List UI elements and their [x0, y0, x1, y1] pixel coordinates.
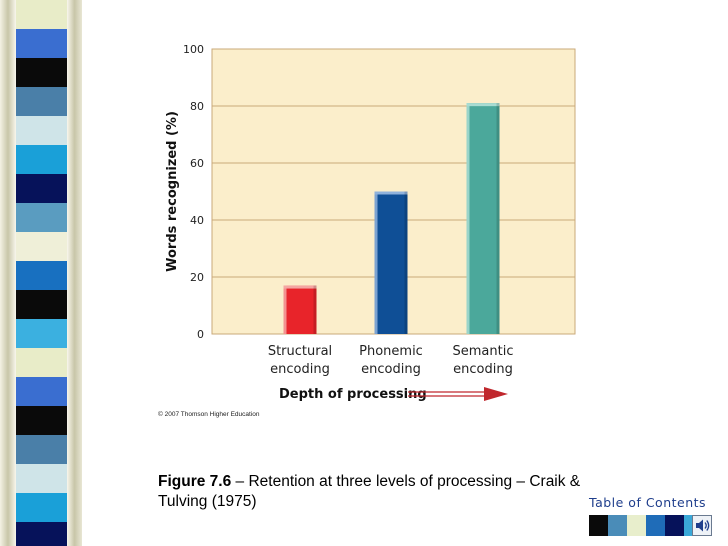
depth-arrow-head [484, 387, 508, 401]
category-label: Phonemic [359, 344, 423, 359]
bar [374, 191, 408, 334]
y-tick-label: 100 [183, 43, 204, 56]
sidebar-tile [15, 116, 67, 145]
bar-shade [313, 285, 317, 334]
color-swatch [665, 515, 684, 536]
copyright-notice: © 2007 Thomson Higher Education [158, 411, 260, 418]
figure-label: Figure 7.6 [158, 473, 232, 490]
x-axis-title: Depth of processing [279, 387, 427, 402]
sidebar-tile [15, 493, 67, 522]
sidebar-tile [15, 319, 67, 348]
sidebar-tile [15, 29, 67, 58]
y-tick-label: 80 [190, 100, 204, 113]
color-swatch [589, 515, 608, 536]
sidebar-tile [15, 58, 67, 87]
color-swatch [627, 515, 646, 536]
speaker-icon[interactable] [692, 515, 712, 536]
bar-top-highlight [374, 191, 408, 195]
y-axis-title: Words recognized (%) [165, 111, 180, 272]
sidebar-tile [15, 522, 67, 546]
bar-side-highlight [466, 103, 470, 335]
sidebar-tile [15, 203, 67, 232]
sidebar-gradient-stripe [67, 0, 82, 546]
sidebar-tile [15, 348, 67, 377]
bar [466, 103, 500, 335]
category-label: Structural [268, 344, 332, 359]
sidebar-tile [15, 174, 67, 203]
decorative-sidebar [0, 0, 82, 546]
sidebar-tile [15, 0, 67, 29]
sidebar-tile [15, 464, 67, 493]
sidebar-tile [15, 261, 67, 290]
sidebar-tile [15, 290, 67, 319]
sidebar-tile [15, 87, 67, 116]
bar-side-highlight [374, 191, 378, 334]
color-swatches [589, 515, 703, 536]
caption-text: – Retention at three levels of processin… [158, 473, 581, 510]
category-label: encoding [453, 362, 513, 377]
sidebar-tile [15, 377, 67, 406]
bar [283, 285, 317, 334]
sidebar-tile [15, 435, 67, 464]
figure-caption: Figure 7.6 – Retention at three levels o… [158, 472, 588, 512]
category-label: encoding [270, 362, 330, 377]
y-tick-label: 20 [190, 271, 204, 284]
color-swatch [608, 515, 627, 536]
category-label: encoding [361, 362, 421, 377]
sidebar-tile [15, 232, 67, 261]
bar-shade [404, 191, 408, 334]
sidebar-tile [15, 145, 67, 174]
color-swatch [646, 515, 665, 536]
y-tick-label: 40 [190, 214, 204, 227]
sidebar-gradient-stripe [0, 0, 16, 546]
category-label: Semantic [453, 344, 514, 359]
sidebar-tile [15, 406, 67, 435]
bar-top-highlight [283, 285, 317, 289]
y-tick-label: 60 [190, 157, 204, 170]
bar-chart: 0 20 40 60 80 100 Structural encoding Phonemic en… [165, 43, 576, 402]
bar-top-highlight [466, 103, 500, 107]
bar-side-highlight [283, 285, 287, 334]
y-tick-label: 0 [197, 328, 204, 341]
table-of-contents-link[interactable]: Table of Contents [589, 495, 707, 510]
bar-shade [496, 103, 500, 335]
